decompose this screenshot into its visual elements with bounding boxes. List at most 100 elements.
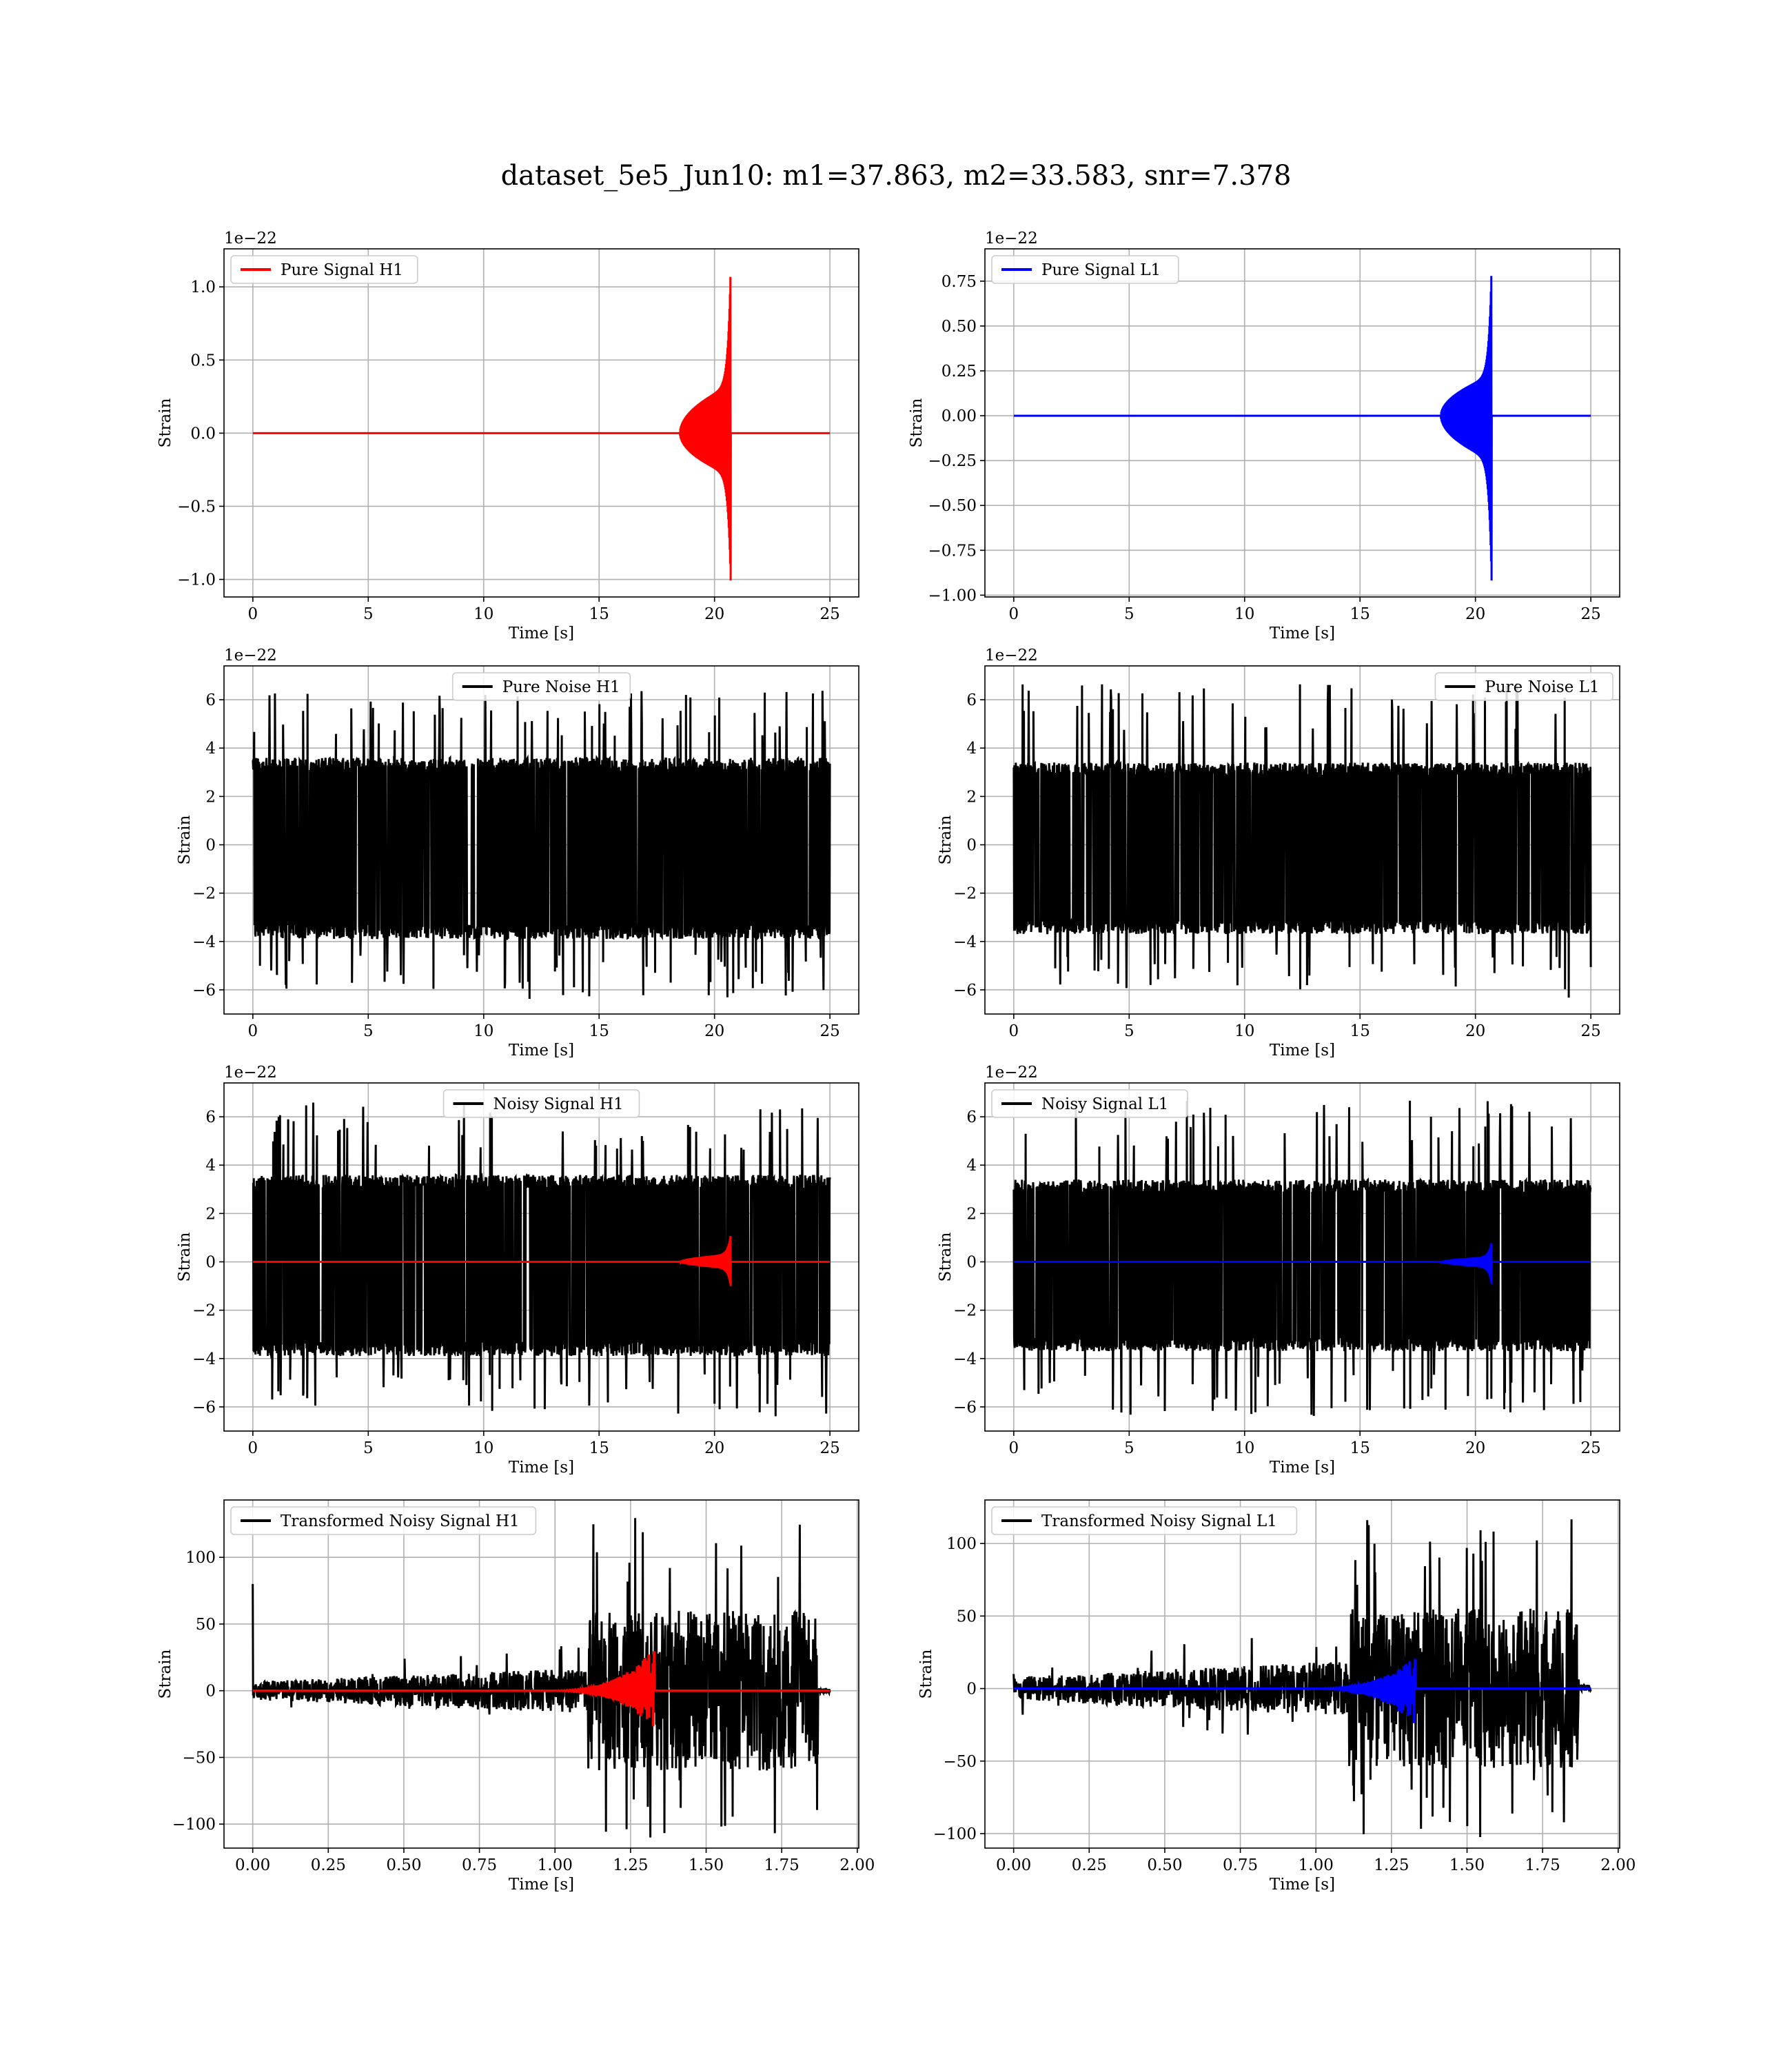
noise-series [1012,682,1592,998]
x-axis: 0 5 10 15 20 25 Time [s] [1009,597,1601,642]
x-tick-label: 15 [589,605,609,623]
y-tick-label: 0.0 [190,425,216,443]
axis-offset-text: 1e−22 [224,230,277,247]
y-tick-label: 2 [966,1205,977,1223]
y-tick-label: −4 [192,933,216,951]
y-tick-label: 0 [966,837,977,855]
y-tick-label: 0 [205,1683,216,1701]
legend-box [991,1089,1188,1118]
plot-area [252,691,831,1000]
legend-label: Noisy Signal L1 [1041,1095,1168,1113]
subplot-6: 0 5 10 15 20 25 Time [s] −6 −4 −2 0 2 4 6 Strain 1e−22N… [937,1064,1620,1477]
legend-label: Pure Noise H1 [502,678,620,696]
legend: Transformed Noisy Signal H1 [230,1506,537,1535]
y-tick-label: 0 [205,1254,216,1272]
x-axis: 0.00 0.25 0.50 0.75 1.00 1.25 1.50 1.75 2.00 Time… [996,1848,1636,1894]
legend: Noisy Signal H1 [442,1089,640,1118]
x-tick-label: 0 [248,605,258,623]
legend-label: Noisy Signal H1 [493,1095,624,1113]
x-axis: 0.00 0.25 0.50 0.75 1.00 1.25 1.50 1.75 2.00 Time… [235,1848,875,1894]
transformed-signal-series [1013,1659,1591,1723]
y-axis: −100 −50 0 50 100 Strain [156,1549,224,1834]
y-tick-label: −50 [182,1749,216,1767]
y-axis-label: Strain [937,1232,955,1281]
plot-area [1012,1519,1592,1838]
legend: Pure Noise L1 [1434,672,1613,701]
y-tick-label: 50 [957,1608,977,1625]
x-tick-label: 0.75 [462,1856,497,1874]
x-tick-label: 20 [1465,1439,1485,1457]
y-tick-label: −4 [192,1350,216,1368]
y-tick-label: −0.25 [928,452,977,470]
y-tick-label: −100 [172,1816,216,1834]
plot-area [252,1518,831,1838]
x-tick-label: 1.50 [689,1856,724,1874]
x-tick-label: 5 [363,605,374,623]
noise-series [252,691,831,1000]
x-tick-label: 5 [1124,1022,1134,1040]
x-tick-label: 0.00 [235,1856,270,1874]
legend: Pure Signal H1 [230,255,418,284]
y-tick-label: 50 [196,1616,216,1634]
x-tick-label: 0 [248,1439,258,1457]
y-tick-label: 0 [966,1681,977,1699]
x-tick-label: 0 [1009,1439,1019,1457]
subplot-2: 0 5 10 15 20 25 Time [s] −1.00 −0.75 −0.50 −0.25 0.… [908,230,1620,642]
y-axis-label: Strain [917,1649,935,1699]
y-tick-label: 2 [205,1205,216,1223]
signal-series [252,1235,831,1286]
noise-series [1012,1100,1592,1417]
y-tick-label: −6 [953,982,977,1000]
x-tick-label: 25 [1580,1022,1600,1040]
x-axis-label: Time [s] [509,625,574,642]
signal-series [1013,1243,1591,1284]
x-tick-label: 25 [819,1439,839,1457]
x-tick-label: 1.75 [1525,1856,1560,1874]
x-tick-label: 5 [363,1022,374,1040]
x-tick-label: 10 [1234,1439,1254,1457]
x-axis-label: Time [s] [1270,1042,1335,1060]
x-tick-label: 1.00 [538,1856,573,1874]
x-tick-label: 0 [248,1022,258,1040]
y-tick-label: 2 [205,788,216,806]
transformed-noise-series [252,1518,831,1838]
subplot-7: 0.00 0.25 0.50 0.75 1.00 1.25 1.50 1.75 2.00 Time… [156,1499,875,1894]
y-tick-label: −2 [953,1302,977,1320]
y-tick-label: 0 [966,1254,977,1272]
x-tick-label: 1.00 [1299,1856,1334,1874]
y-tick-label: −100 [933,1825,977,1843]
x-tick-label: 0 [1009,1022,1019,1040]
y-axis-label: Strain [176,815,194,864]
legend-box [991,255,1179,284]
x-tick-label: 15 [1350,1439,1370,1457]
axes-frame [984,665,1620,1015]
y-axis-label: Strain [156,398,174,447]
y-tick-label: −4 [953,1350,977,1368]
x-tick-label: 20 [704,1439,724,1457]
signal-series [1013,276,1591,581]
x-tick-label: 25 [819,605,839,623]
y-tick-label: 6 [205,691,216,709]
y-tick-label: −50 [943,1753,977,1771]
axes-frame [223,1499,859,1849]
axes-frame [223,248,859,598]
y-tick-label: −6 [953,1399,977,1417]
x-tick-label: 10 [474,1022,493,1040]
x-tick-label: 0.25 [1072,1856,1107,1874]
plot-area [252,276,831,581]
x-tick-label: 5 [1124,605,1134,623]
y-tick-label: 6 [966,691,977,709]
y-tick-label: −6 [192,1399,216,1417]
legend-label: Transformed Noisy Signal H1 [281,1512,520,1530]
x-tick-label: 0.00 [996,1856,1031,1874]
legend-box [1434,672,1613,701]
y-axis-label: Strain [156,1649,174,1699]
axis-offset-text: 1e−22 [985,1064,1038,1082]
y-tick-label: −1.0 [177,571,216,589]
x-axis-label: Time [s] [509,1042,574,1060]
x-axis: 0 5 10 15 20 25 Time [s] [1009,1431,1601,1477]
y-tick-label: −0.50 [928,497,977,515]
axes-frame [984,1499,1620,1849]
x-tick-label: 1.75 [764,1856,800,1874]
legend: Noisy Signal L1 [991,1089,1188,1118]
